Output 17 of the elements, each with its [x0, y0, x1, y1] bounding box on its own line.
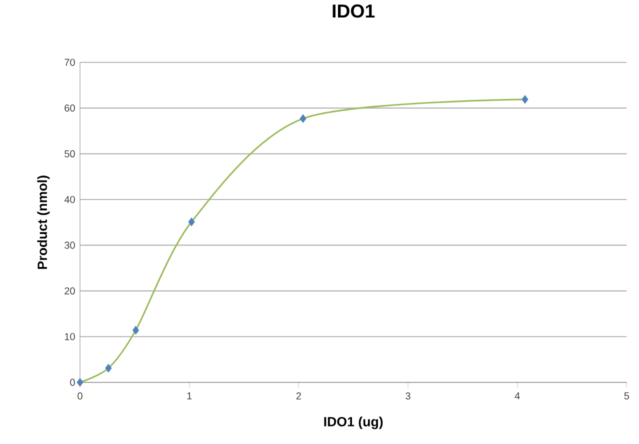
y-tick-label: 0 — [70, 378, 75, 386]
y-tick-label: 20 — [64, 288, 75, 295]
x-tick-label: 3 — [406, 392, 410, 400]
x-tick-label: 2 — [296, 392, 301, 400]
y-tick-label: 60 — [64, 104, 75, 112]
x-tick-label: 1 — [187, 392, 192, 400]
y-tick-label: 50 — [64, 150, 75, 158]
y-tick-label: 30 — [64, 242, 75, 249]
x-tick-label: 5 — [624, 392, 630, 400]
y-axis-title: Product (nmol) — [37, 176, 50, 270]
x-tick-label: 0 — [78, 392, 82, 400]
chart-title: IDO1 — [332, 4, 375, 18]
y-tick-label: 40 — [64, 196, 75, 204]
y-tick-label: 70 — [64, 58, 75, 66]
x-axis-title: IDO1 (ug) — [324, 416, 383, 430]
x-tick-label: 4 — [514, 392, 520, 400]
y-tick-label: 10 — [64, 333, 75, 340]
